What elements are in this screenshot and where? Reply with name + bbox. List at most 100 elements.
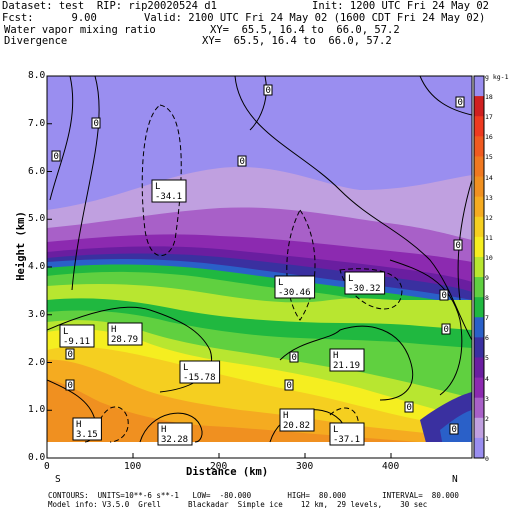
x-tick-marks bbox=[46, 453, 392, 458]
svg-text:0: 0 bbox=[452, 425, 457, 435]
extremum-label: H32.28 bbox=[157, 422, 193, 446]
colorbar-swatch bbox=[474, 96, 484, 117]
svg-text:0: 0 bbox=[442, 291, 447, 301]
y-tick-label: 4.0 bbox=[28, 261, 46, 272]
colorbar-tick-label: 0 bbox=[485, 455, 489, 463]
colorbar-tick-label: 1 bbox=[485, 434, 489, 443]
y-tick-label: 1.0 bbox=[28, 404, 46, 416]
y-tick-label: 0.0 bbox=[28, 452, 46, 463]
y-tick-label: 2.0 bbox=[28, 356, 46, 368]
colorbar bbox=[473, 75, 485, 459]
extremum-label-line: 28.79 bbox=[111, 335, 138, 345]
svg-text:0: 0 bbox=[456, 241, 461, 251]
mixing-ratio-fill bbox=[47, 76, 472, 458]
svg-text:0: 0 bbox=[68, 381, 73, 391]
dataset-line: Dataset: test RIP: rip20020524 d1 bbox=[2, 0, 217, 12]
extremum-label: H3.15 bbox=[72, 417, 102, 441]
colorbar-tick-label: 4 bbox=[485, 374, 489, 383]
colorbar-swatch bbox=[474, 357, 484, 379]
colorbar-tick-label: 10 bbox=[485, 253, 493, 262]
colorbar-swatch bbox=[474, 337, 484, 358]
colorbar-swatch bbox=[474, 196, 484, 218]
zero-contour-label: 0 bbox=[284, 379, 294, 391]
colorbar-tick-label: 8 bbox=[485, 294, 489, 303]
colorbar-tick-label: 14 bbox=[485, 173, 493, 182]
extremum-label-line: L bbox=[155, 182, 160, 192]
field2-xy: XY= 65.5, 16.4 to 66.0, 57.2 bbox=[202, 35, 392, 47]
extremum-label-line: H bbox=[161, 425, 166, 435]
extrema-labels: L-34.1L-30.46L-30.32L-9.11H28.79L-15.78H… bbox=[59, 179, 386, 446]
footer-model-info: Model info: V3.5.0 Grell Blackadar Simpl… bbox=[48, 500, 428, 509]
svg-text:0: 0 bbox=[458, 98, 463, 108]
svg-text:0: 0 bbox=[292, 353, 297, 363]
field1-name: Water vapor mixing ratio bbox=[4, 24, 156, 36]
y-tick-label: 5.0 bbox=[28, 213, 46, 225]
footer-contours: CONTOURS: UNITS=10**-6 s**-1 LOW= -80.00… bbox=[48, 491, 459, 500]
valid-line: Valid: 2100 UTC Fri 24 May 02 (1600 CDT … bbox=[144, 12, 486, 24]
zero-contour-label: 0 bbox=[453, 239, 463, 251]
extremum-label: L-30.32 bbox=[344, 271, 386, 295]
extremum-label: L-15.78 bbox=[179, 360, 221, 384]
colorbar-swatch bbox=[474, 176, 484, 198]
extremum-label: L-34.1 bbox=[151, 179, 187, 203]
colorbar-tick-label: 13 bbox=[485, 193, 493, 202]
extremum-label: L-30.46 bbox=[274, 275, 316, 299]
colorbar-tick-label: 6 bbox=[485, 334, 489, 343]
extremum-label-line: L bbox=[278, 278, 283, 288]
extremum-label-line: L bbox=[63, 327, 68, 337]
extremum-label-line: -9.11 bbox=[63, 337, 90, 347]
colorbar-tick-label: 12 bbox=[485, 213, 493, 222]
zero-contour-label: 0 bbox=[91, 117, 101, 129]
x-tick-label: 0 bbox=[44, 461, 50, 472]
south-label: S bbox=[55, 474, 61, 485]
svg-text:0: 0 bbox=[240, 157, 245, 167]
y-tick-marks bbox=[47, 75, 52, 459]
colorbar-swatch bbox=[474, 437, 484, 459]
extremum-label: H20.82 bbox=[279, 408, 315, 432]
extremum-label-line: -37.1 bbox=[333, 435, 360, 445]
x-tick-label: 400 bbox=[382, 461, 400, 472]
colorbar-tick-label: 16 bbox=[485, 133, 493, 142]
colorbar-swatch bbox=[474, 377, 484, 399]
extremum-label-line: 20.82 bbox=[283, 421, 310, 431]
colorbar-swatch bbox=[474, 317, 484, 338]
colorbar-tick-label: 5 bbox=[485, 354, 489, 363]
extremum-label-line: -30.32 bbox=[348, 284, 381, 294]
y-tick-label: 7.0 bbox=[28, 117, 46, 129]
colorbar-swatch bbox=[474, 297, 484, 318]
colorbar-unit: g kg-1 bbox=[485, 73, 509, 81]
extremum-label-line: 21.19 bbox=[333, 361, 360, 371]
extremum-label-line: -30.46 bbox=[278, 288, 311, 298]
colorbar-swatch bbox=[474, 116, 484, 137]
zero-contour-label: 0 bbox=[404, 401, 414, 413]
extremum-label-line: H bbox=[76, 420, 81, 430]
x-tick-label: 100 bbox=[124, 461, 142, 472]
y-tick-label: 3.0 bbox=[28, 308, 46, 320]
colorbar-tick-label: 2 bbox=[485, 414, 489, 423]
x-tick-label: 300 bbox=[296, 461, 314, 472]
colorbar-tick-label: 11 bbox=[485, 233, 493, 242]
y-tick-label: 6.0 bbox=[28, 165, 46, 177]
extremum-label-line: -34.1 bbox=[155, 192, 182, 202]
fcst-line: Fcst: 9.00 bbox=[2, 12, 97, 24]
zero-contour-label: 0 bbox=[289, 351, 299, 363]
extremum-label-line: L bbox=[333, 425, 338, 435]
svg-text:0: 0 bbox=[54, 152, 59, 162]
x-tick-label: 200 bbox=[210, 461, 228, 472]
zero-contour-label: 0 bbox=[449, 423, 459, 435]
zero-contour-label: 0 bbox=[65, 379, 75, 391]
svg-text:0: 0 bbox=[444, 325, 449, 335]
svg-text:0: 0 bbox=[407, 403, 412, 413]
colorbar-swatch bbox=[474, 256, 484, 278]
svg-text:0: 0 bbox=[94, 119, 99, 129]
extremum-label: L-37.1 bbox=[329, 422, 365, 446]
extremum-label: H21.19 bbox=[329, 348, 365, 372]
svg-text:0: 0 bbox=[266, 86, 271, 96]
svg-text:0: 0 bbox=[287, 381, 292, 391]
zero-contour-label: 0 bbox=[65, 348, 75, 360]
extremum-label-line: 3.15 bbox=[76, 430, 98, 440]
extremum-label-line: L bbox=[348, 274, 353, 284]
colorbar-swatch bbox=[474, 277, 484, 298]
y-tick-label: 8.0 bbox=[28, 70, 46, 81]
